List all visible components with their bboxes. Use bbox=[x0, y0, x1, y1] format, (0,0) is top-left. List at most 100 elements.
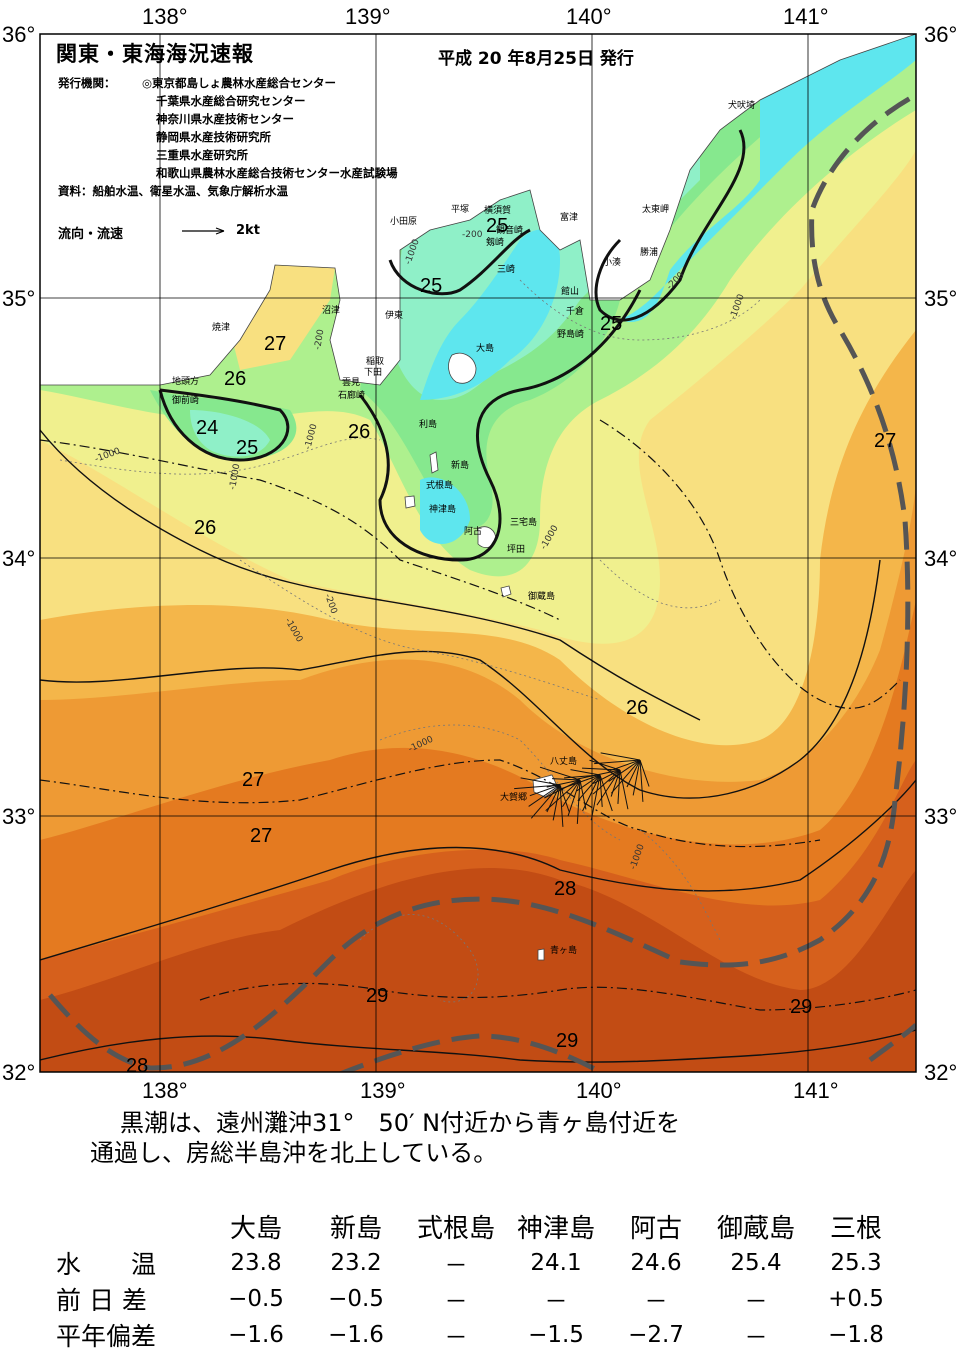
place-label: 新島 bbox=[451, 459, 469, 471]
lat-label-33-left: 33° bbox=[2, 804, 35, 829]
isotherm-label: 26 bbox=[626, 697, 648, 719]
kuroshio-summary: 黒潮は、遠州灘沖31° 50′ N付近から青ヶ島付近を 通過し、房総半島沖を北上… bbox=[90, 1108, 680, 1168]
table-cell: 23.8 bbox=[230, 1250, 282, 1276]
place-label: 勝浦 bbox=[640, 246, 658, 258]
isotherm-label: 25 bbox=[236, 437, 258, 459]
current-vector bbox=[552, 778, 581, 781]
place-label: 沼津 bbox=[322, 305, 340, 316]
isotherm-labels: 24 25 25 25 25 26 26 26 26 27 27 27 27 2… bbox=[126, 215, 896, 1077]
lon-label-141-top: 141° bbox=[783, 4, 829, 29]
table-cell: 24.1 bbox=[530, 1250, 582, 1276]
current-vector bbox=[520, 777, 561, 786]
current-vector bbox=[632, 759, 641, 796]
lon-label-138-bottom: 138° bbox=[142, 1078, 188, 1103]
table-cell: −0.5 bbox=[228, 1286, 284, 1312]
isotherm-label: 27 bbox=[264, 333, 286, 355]
isotherm-label: 26 bbox=[224, 368, 246, 390]
table-corner bbox=[56, 1208, 206, 1245]
isotherm-label: 29 bbox=[366, 985, 388, 1007]
isotherm-lines bbox=[40, 129, 916, 1063]
lon-label-140-bottom: 140° bbox=[576, 1078, 622, 1103]
table-header-row: 大島 新島 式根島 神津島 阿古 御蔵島 三根 bbox=[56, 1208, 906, 1245]
table-cell: +0.5 bbox=[828, 1286, 884, 1312]
lon-label-141-bottom: 141° bbox=[793, 1078, 839, 1103]
agency-item: 千葉県水産総合研究センター bbox=[156, 94, 306, 108]
lat-label-32-left: 32° bbox=[2, 1060, 35, 1085]
place-label: 平塚 bbox=[451, 204, 469, 215]
place-label: 青ヶ島 bbox=[550, 944, 577, 956]
table-row: 平年偏差 −1.6 −1.6 － −1.5 −2.7 － −1.8 bbox=[56, 1317, 906, 1353]
current-vector bbox=[528, 784, 561, 807]
current-vector bbox=[609, 759, 641, 772]
table-cell: － bbox=[544, 1289, 568, 1315]
table-cell: −1.5 bbox=[528, 1322, 584, 1348]
row-label: 前 日 差 bbox=[56, 1286, 147, 1315]
current-vector bbox=[590, 774, 601, 821]
place-names: 犬吠埼 太東岬 勝浦 小湊 富津 横須賀 観音崎 剱崎 三崎 平塚 小田原 館山… bbox=[172, 99, 755, 956]
place-label: 石廊崎 bbox=[338, 389, 365, 401]
column-header: 式根島 bbox=[416, 1214, 495, 1244]
land-layer bbox=[40, 34, 916, 961]
place-label: 阿古 bbox=[464, 525, 482, 537]
place-label: 御前崎 bbox=[172, 394, 199, 406]
column-header: 阿古 bbox=[629, 1214, 682, 1244]
place-label: 小田原 bbox=[390, 216, 417, 227]
isotherm-label: 29 bbox=[556, 1030, 578, 1052]
lat-label-32-right: 32° bbox=[924, 1060, 957, 1085]
isotherm-label: 25 bbox=[420, 275, 442, 297]
current-vector bbox=[594, 759, 641, 765]
table-cell: － bbox=[444, 1325, 468, 1351]
isotherm-label: 26 bbox=[348, 421, 370, 443]
current-vector bbox=[610, 769, 621, 797]
table-cell: 23.2 bbox=[330, 1250, 382, 1276]
place-label: 犬吠埼 bbox=[728, 99, 755, 111]
current-vector bbox=[617, 769, 621, 804]
table-cell: 25.3 bbox=[830, 1250, 882, 1276]
current-vector bbox=[599, 774, 613, 812]
place-label: 八丈島 bbox=[550, 755, 577, 767]
current-vector bbox=[552, 784, 561, 821]
table-cell: −1.6 bbox=[328, 1322, 384, 1348]
isotherm-label: 28 bbox=[554, 878, 576, 900]
column-header: 新島 bbox=[329, 1214, 382, 1244]
current-vector bbox=[564, 774, 601, 779]
table-cell: － bbox=[444, 1253, 468, 1279]
isotherm-label: 24 bbox=[196, 417, 218, 439]
table-cell: −1.6 bbox=[228, 1322, 284, 1348]
place-label: 稲取 bbox=[366, 355, 384, 367]
place-label: 神津島 bbox=[429, 503, 456, 515]
place-label: 下田 bbox=[364, 367, 382, 378]
depth-label: -200 bbox=[313, 328, 326, 350]
table-cell: － bbox=[644, 1289, 668, 1315]
depth-label: -1000 bbox=[228, 463, 242, 491]
place-label: 式根島 bbox=[426, 479, 453, 491]
current-vector bbox=[570, 769, 601, 776]
agency-item: 三重県水産研究所 bbox=[156, 148, 248, 162]
column-header: 神津島 bbox=[516, 1214, 595, 1244]
place-label: 坪田 bbox=[507, 544, 525, 555]
isotherm-label: 26 bbox=[194, 517, 216, 539]
table-cell: −2.7 bbox=[628, 1322, 684, 1348]
lon-label-138-top: 138° bbox=[142, 4, 188, 29]
current-vector bbox=[639, 759, 650, 787]
table-cell: −0.5 bbox=[328, 1286, 384, 1312]
current-vector bbox=[544, 779, 581, 799]
place-label: 三宅島 bbox=[510, 516, 537, 528]
graticule bbox=[39, 33, 917, 1073]
current-vector bbox=[539, 766, 581, 781]
current-vector bbox=[546, 784, 561, 813]
current-vector bbox=[582, 767, 621, 771]
agency-item: 神奈川県水産技術センター bbox=[156, 112, 294, 126]
kuroshio-axis bbox=[48, 92, 916, 1072]
current-vector bbox=[514, 784, 561, 790]
current-vector bbox=[530, 784, 561, 819]
isotherm-label: 29 bbox=[790, 996, 812, 1018]
place-label: 小湊 bbox=[603, 256, 621, 268]
place-label: 三崎 bbox=[497, 263, 515, 275]
table-cell: － bbox=[744, 1289, 768, 1315]
current-vector bbox=[559, 784, 564, 827]
current-vector bbox=[599, 774, 603, 807]
place-label: 大賀郷 bbox=[500, 791, 527, 803]
lat-label-35-left: 35° bbox=[2, 286, 35, 311]
